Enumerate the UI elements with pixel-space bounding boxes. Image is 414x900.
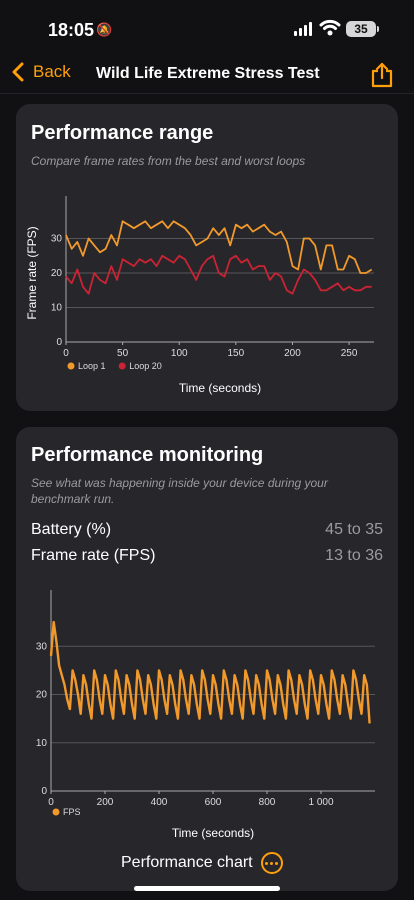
y-tick-label: 10	[51, 303, 63, 314]
performance-range-subtitle: Compare frame rates from the best and wo…	[31, 154, 306, 168]
x-tick-label: 150	[228, 348, 245, 359]
y-tick-label: 0	[41, 786, 47, 797]
frame-rate-value: 13 to 36	[325, 547, 383, 564]
performance-range-card: Performance range Compare frame rates fr…	[16, 104, 398, 411]
home-indicator	[134, 886, 280, 891]
x-tick-label: 200	[97, 797, 114, 808]
x-axis-label: Time (seconds)	[172, 826, 254, 840]
x-tick-label: 1 000	[308, 797, 333, 808]
y-tick-label: 0	[56, 337, 62, 348]
performance-chart-button[interactable]: Performance chart	[121, 852, 283, 874]
performance-monitoring-chart: 0 10 20 30 0 200 400 600 800 1 000 FPS Time (second…	[36, 590, 375, 840]
x-tick-label: 200	[284, 348, 301, 359]
chevron-left-icon	[12, 62, 24, 82]
bell-slash-icon: 🔕	[96, 22, 113, 37]
x-tick-label: 0	[48, 797, 54, 808]
x-tick-label: 250	[341, 348, 358, 359]
more-icon	[260, 852, 283, 874]
status-time: 18:05	[48, 20, 95, 40]
page-title: Wild Life Extreme Stress Test	[96, 65, 320, 82]
performance-monitoring-card: Performance monitoring See what was happ…	[16, 427, 398, 891]
performance-range-chart: 0 10 20 30 0 50 100 150 200 250 Loop 1 Loop 20 Time …	[25, 196, 374, 395]
signal-icon	[294, 22, 312, 36]
legend-label: Loop 20	[129, 361, 162, 371]
series-line-loop-20	[65, 254, 372, 295]
y-tick-label: 10	[36, 738, 48, 749]
frame-rate-label: Frame rate (FPS)	[31, 547, 156, 564]
legend-swatch	[67, 362, 75, 370]
share-icon[interactable]	[370, 62, 394, 88]
y-axis-label: Frame rate (FPS)	[25, 226, 39, 319]
y-tick-label: 30	[36, 641, 48, 652]
legend-swatch	[52, 808, 60, 816]
wifi-icon	[319, 19, 341, 36]
x-tick-label: 600	[205, 797, 222, 808]
series-line-loop-1	[65, 220, 373, 274]
back-button[interactable]: Back	[10, 62, 71, 82]
x-tick-label: 800	[259, 797, 276, 808]
performance-range-title: Performance range	[31, 122, 214, 144]
battery-value: 45 to 35	[325, 521, 383, 538]
back-label: Back	[33, 62, 71, 81]
x-tick-label: 0	[63, 348, 69, 359]
legend-label: Loop 1	[78, 361, 106, 371]
performance-monitoring-title: Performance monitoring	[31, 444, 264, 466]
x-tick-label: 400	[151, 797, 168, 808]
legend-label: FPS	[63, 807, 81, 817]
legend-swatch	[118, 362, 126, 370]
x-axis-label: Time (seconds)	[179, 381, 261, 395]
series-line-fps	[49, 620, 371, 724]
battery-label: Battery (%)	[31, 521, 112, 538]
performance-monitoring-subtitle: See what was happening inside your devic…	[31, 476, 328, 506]
x-tick-label: 50	[117, 348, 129, 359]
status-bar: 18:05 🔕 35	[0, 0, 414, 50]
y-tick-label: 20	[51, 268, 63, 279]
y-tick-label: 30	[51, 234, 63, 245]
y-tick-label: 20	[36, 690, 48, 701]
battery-indicator: 35	[346, 21, 379, 37]
x-tick-label: 100	[171, 348, 188, 359]
navigation-bar: Back Wild Life Extreme Stress Test	[0, 52, 414, 94]
performance-chart-label: Performance chart	[121, 854, 253, 871]
